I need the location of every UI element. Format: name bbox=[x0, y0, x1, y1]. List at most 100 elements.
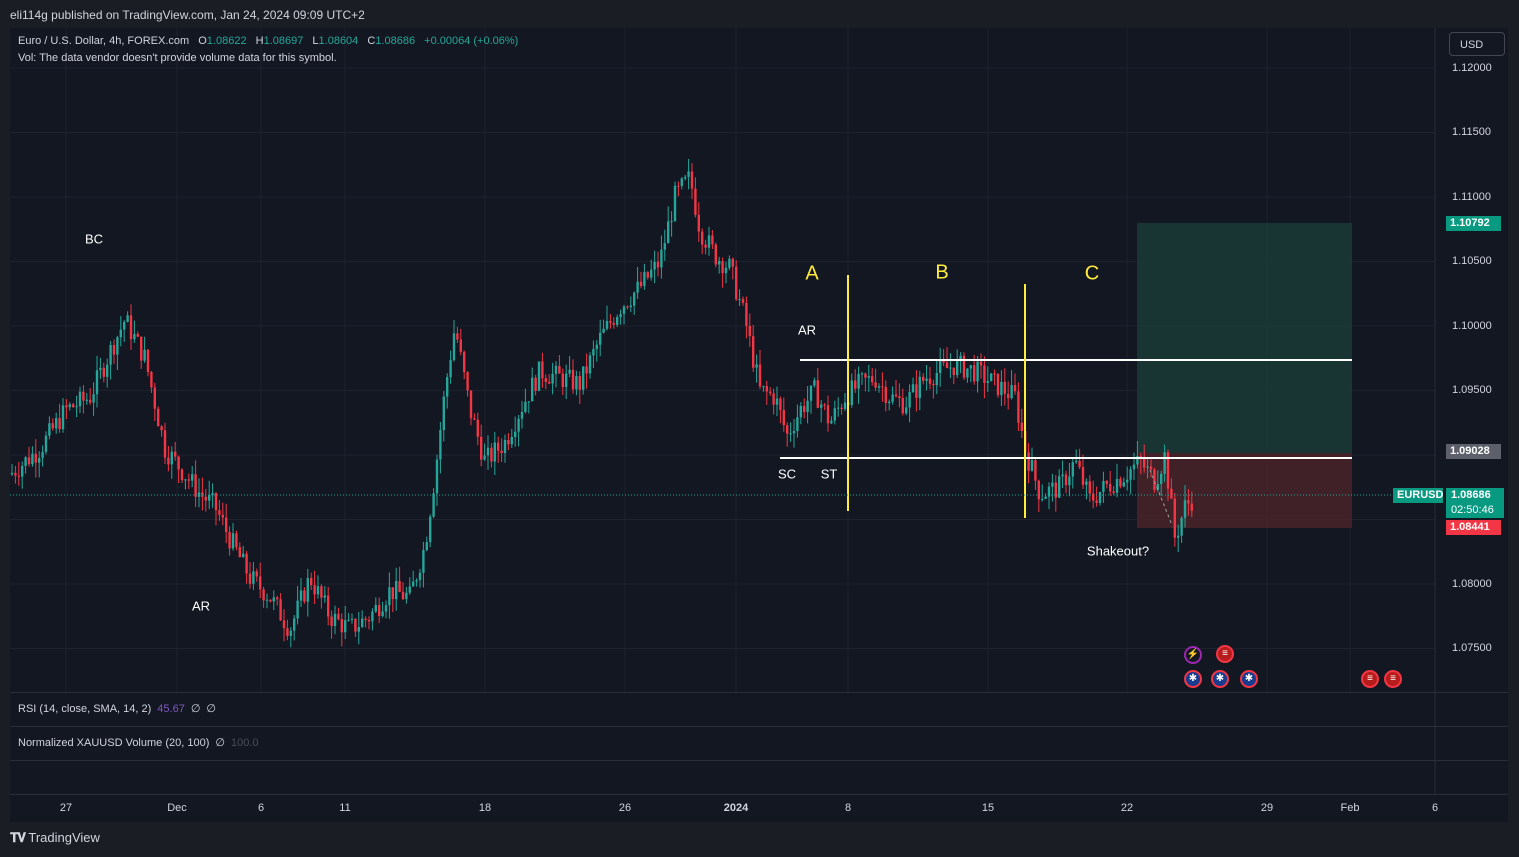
candle-body bbox=[667, 221, 670, 244]
candle-body bbox=[112, 345, 116, 355]
candle-body bbox=[78, 391, 82, 407]
us-flag-icon[interactable]: ≡ bbox=[1361, 670, 1379, 688]
ar-label-1[interactable]: AR bbox=[191, 598, 211, 614]
candle-body bbox=[452, 333, 456, 361]
candle-body bbox=[707, 235, 711, 248]
eu-flag-icon[interactable]: ✱ bbox=[1240, 670, 1258, 688]
candle-body bbox=[575, 375, 578, 390]
projection-arrow bbox=[1149, 469, 1173, 526]
candle-body bbox=[1000, 381, 1003, 396]
currency-button[interactable]: USD bbox=[1449, 32, 1505, 56]
candle-body bbox=[160, 426, 163, 431]
candle-body bbox=[731, 258, 734, 267]
symbol-title[interactable]: Euro / U.S. Dollar, 4h, FOREX.com bbox=[18, 35, 190, 47]
candle-body bbox=[456, 333, 459, 340]
shakeout-label[interactable]: Shakeout? bbox=[1086, 543, 1150, 559]
candle-body bbox=[123, 321, 126, 330]
candle-body bbox=[1177, 535, 1180, 538]
candle-body bbox=[1163, 452, 1166, 474]
candle-body bbox=[1095, 500, 1098, 503]
candle-body bbox=[823, 404, 826, 406]
x-tick: 6 bbox=[1431, 802, 1439, 814]
ar-label-2[interactable]: AR bbox=[797, 322, 817, 338]
eu-flag-icon[interactable]: ✱ bbox=[1184, 670, 1202, 688]
candle-body bbox=[435, 459, 439, 494]
candle-body bbox=[316, 586, 320, 595]
x-tick: 15 bbox=[981, 802, 995, 814]
candle-body bbox=[388, 587, 391, 606]
candle-body bbox=[174, 451, 177, 457]
candle-body bbox=[871, 376, 874, 383]
x-tick: 18 bbox=[478, 802, 492, 814]
us-flag-icon[interactable]: ≡ bbox=[1384, 670, 1402, 688]
candle-body bbox=[442, 396, 445, 430]
candle-body bbox=[520, 412, 524, 419]
rsi-pane[interactable]: RSI (14, close, SMA, 14, 2) 45.67 ∅ ∅ bbox=[10, 692, 1508, 727]
candle-body bbox=[126, 315, 129, 322]
candle-body bbox=[646, 272, 649, 278]
candle-body bbox=[415, 580, 418, 582]
candle-body bbox=[867, 376, 870, 378]
candle-body bbox=[191, 474, 194, 481]
eu-flag-icon[interactable]: ✱ bbox=[1211, 670, 1229, 688]
candle-body bbox=[738, 299, 741, 301]
candle-body bbox=[1092, 493, 1095, 501]
candle-body bbox=[449, 360, 452, 378]
candle-body bbox=[1132, 464, 1136, 470]
candle-body bbox=[1058, 476, 1061, 498]
candle-body bbox=[1102, 481, 1105, 492]
phase-a-label[interactable]: A bbox=[805, 262, 819, 285]
candle-body bbox=[354, 618, 357, 632]
candle-body bbox=[265, 599, 269, 601]
candle-body bbox=[558, 365, 561, 374]
us-flag-icon[interactable]: ≡ bbox=[1216, 645, 1234, 663]
candle-body bbox=[694, 188, 697, 215]
candle-body bbox=[337, 613, 340, 620]
candle-body bbox=[898, 396, 901, 399]
candle-body bbox=[225, 517, 228, 532]
phase-c-label[interactable]: C bbox=[1084, 262, 1100, 285]
candle-body bbox=[915, 384, 918, 398]
candle-body bbox=[901, 398, 904, 414]
candle-body bbox=[721, 261, 724, 274]
tradingview-logo[interactable]: 𝐓𝐕 TradingView bbox=[10, 830, 100, 846]
st-label[interactable]: ST bbox=[820, 466, 838, 482]
candle-body bbox=[21, 465, 24, 477]
candle-body bbox=[673, 185, 677, 222]
candle-body bbox=[816, 380, 819, 408]
xau-legend: Normalized XAUUSD Volume (20, 100) ∅ 100.0 bbox=[18, 736, 258, 749]
candle-body bbox=[1122, 482, 1125, 487]
sc-label[interactable]: SC bbox=[777, 466, 797, 482]
candle-body bbox=[92, 394, 95, 403]
candle-body bbox=[918, 376, 921, 398]
candle-body bbox=[979, 361, 983, 366]
xau-volume-pane[interactable]: Normalized XAUUSD Volume (20, 100) ∅ 100.0 bbox=[10, 726, 1508, 761]
candle-body bbox=[911, 384, 915, 392]
open-label: O bbox=[198, 35, 207, 47]
xau-value: ∅ bbox=[215, 737, 225, 749]
phase-b-label[interactable]: B bbox=[935, 261, 949, 284]
candle-body bbox=[55, 418, 58, 429]
candle-body bbox=[748, 325, 751, 337]
candle-body bbox=[242, 553, 245, 558]
candle-body bbox=[1088, 481, 1091, 494]
target-price-tag: 1.10792 bbox=[1446, 216, 1501, 231]
x-tick: 2024 bbox=[723, 802, 749, 814]
candle-body bbox=[85, 399, 88, 401]
candle-body bbox=[1010, 385, 1013, 399]
candle-body bbox=[809, 385, 813, 401]
candle-body bbox=[820, 404, 823, 408]
candle-body bbox=[51, 423, 54, 429]
candle-body bbox=[1126, 479, 1129, 483]
candle-body bbox=[72, 404, 75, 408]
bc-label[interactable]: BC bbox=[84, 231, 104, 247]
x-tick: 29 bbox=[1260, 802, 1274, 814]
candle-body bbox=[378, 605, 381, 616]
x-tick: Feb bbox=[1340, 802, 1360, 814]
candle-body bbox=[752, 336, 755, 368]
time-axis[interactable]: 27 Dec 6 11 18 26 2024 8 15 22 29 Feb 6 bbox=[10, 794, 1508, 823]
candle-body bbox=[874, 382, 877, 388]
lightning-icon[interactable]: ⚡ bbox=[1184, 646, 1202, 664]
candle-body bbox=[466, 372, 469, 391]
